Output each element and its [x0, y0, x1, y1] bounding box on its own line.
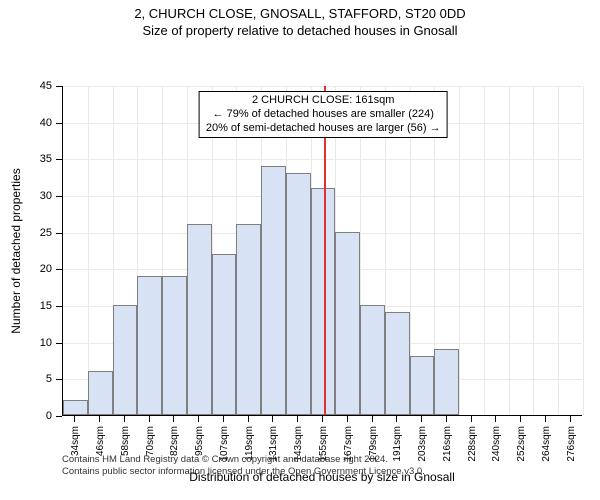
y-tick — [56, 343, 62, 344]
annotation-line1: 2 CHURCH CLOSE: 161sqm — [206, 94, 441, 108]
x-tick — [446, 416, 447, 422]
x-tick — [495, 416, 496, 422]
grid-line-h — [63, 86, 582, 87]
grid-line-v — [509, 86, 510, 415]
grid-line-v — [459, 86, 460, 415]
x-tick — [520, 416, 521, 422]
x-tick — [570, 416, 571, 422]
grid-line-v — [88, 86, 89, 415]
grid-line-v — [558, 86, 559, 415]
y-tick — [56, 86, 62, 87]
chart: Number of detached properties Distributi… — [0, 38, 600, 478]
grid-line-v — [484, 86, 485, 415]
x-tick — [322, 416, 323, 422]
x-tick — [124, 416, 125, 422]
x-tick — [74, 416, 75, 422]
histogram-bar — [187, 224, 212, 415]
grid-line-h — [63, 159, 582, 160]
y-tick — [56, 123, 62, 124]
x-tick — [297, 416, 298, 422]
annotation-line2: ← 79% of detached houses are smaller (22… — [206, 108, 441, 122]
histogram-bar — [137, 276, 162, 415]
y-tick-label: 25 — [0, 227, 52, 239]
histogram-bar — [434, 349, 459, 415]
histogram-bar — [360, 305, 385, 415]
histogram-bar — [385, 312, 410, 415]
x-tick — [471, 416, 472, 422]
y-tick-label: 5 — [0, 373, 52, 385]
x-tick-label: 70sqm — [145, 426, 156, 456]
y-tick-label: 40 — [0, 117, 52, 129]
y-tick — [56, 269, 62, 270]
grid-line-v — [583, 86, 584, 415]
annotation-line3: 20% of semi-detached houses are larger (… — [206, 122, 441, 136]
x-tick-label: 82sqm — [169, 426, 180, 456]
y-tick — [56, 233, 62, 234]
x-tick-label: 46sqm — [95, 426, 106, 456]
x-tick — [421, 416, 422, 422]
histogram-bar — [162, 276, 187, 415]
x-tick — [173, 416, 174, 422]
histogram-bar — [63, 400, 88, 415]
attribution-line1: Contains HM Land Registry data © Crown c… — [62, 454, 425, 466]
histogram-bar — [88, 371, 113, 415]
histogram-bar — [212, 254, 237, 415]
y-tick-label: 0 — [0, 410, 52, 422]
x-tick-label: 228sqm — [467, 426, 478, 462]
histogram-bar — [335, 232, 360, 415]
grid-line-v — [533, 86, 534, 415]
histogram-bar — [113, 305, 138, 415]
histogram-bar — [410, 356, 435, 415]
y-tick-label: 20 — [0, 263, 52, 275]
histogram-bar — [286, 173, 311, 415]
page-title-1: 2, CHURCH CLOSE, GNOSALL, STAFFORD, ST20… — [0, 0, 600, 21]
y-tick-label: 30 — [0, 190, 52, 202]
x-tick — [149, 416, 150, 422]
attribution-line2: Contains public sector information licen… — [62, 466, 425, 478]
attribution: Contains HM Land Registry data © Crown c… — [62, 454, 425, 479]
x-tick — [396, 416, 397, 422]
x-tick-label: 216sqm — [442, 426, 453, 462]
x-tick — [347, 416, 348, 422]
x-tick — [99, 416, 100, 422]
x-tick-label: 58sqm — [120, 426, 131, 456]
y-tick — [56, 196, 62, 197]
x-tick — [223, 416, 224, 422]
page-title-2: Size of property relative to detached ho… — [0, 23, 600, 38]
y-tick-label: 15 — [0, 300, 52, 312]
y-tick-label: 35 — [0, 153, 52, 165]
histogram-bar — [311, 188, 336, 415]
x-tick-label: 34sqm — [70, 426, 81, 456]
x-tick-label: 240sqm — [491, 426, 502, 462]
x-tick-label: 276sqm — [566, 426, 577, 462]
x-tick-label: 95sqm — [194, 426, 205, 456]
histogram-bar — [261, 166, 286, 415]
y-tick — [56, 416, 62, 417]
y-tick-label: 45 — [0, 80, 52, 92]
x-tick — [248, 416, 249, 422]
x-tick-label: 252sqm — [516, 426, 527, 462]
annotation-box: 2 CHURCH CLOSE: 161sqm ← 79% of detached… — [199, 91, 448, 138]
x-tick-label: 264sqm — [541, 426, 552, 462]
x-tick — [198, 416, 199, 422]
y-tick — [56, 306, 62, 307]
histogram-bar — [236, 224, 261, 415]
y-tick — [56, 159, 62, 160]
x-tick — [545, 416, 546, 422]
x-tick — [372, 416, 373, 422]
x-tick — [272, 416, 273, 422]
y-tick — [56, 379, 62, 380]
y-tick-label: 10 — [0, 337, 52, 349]
